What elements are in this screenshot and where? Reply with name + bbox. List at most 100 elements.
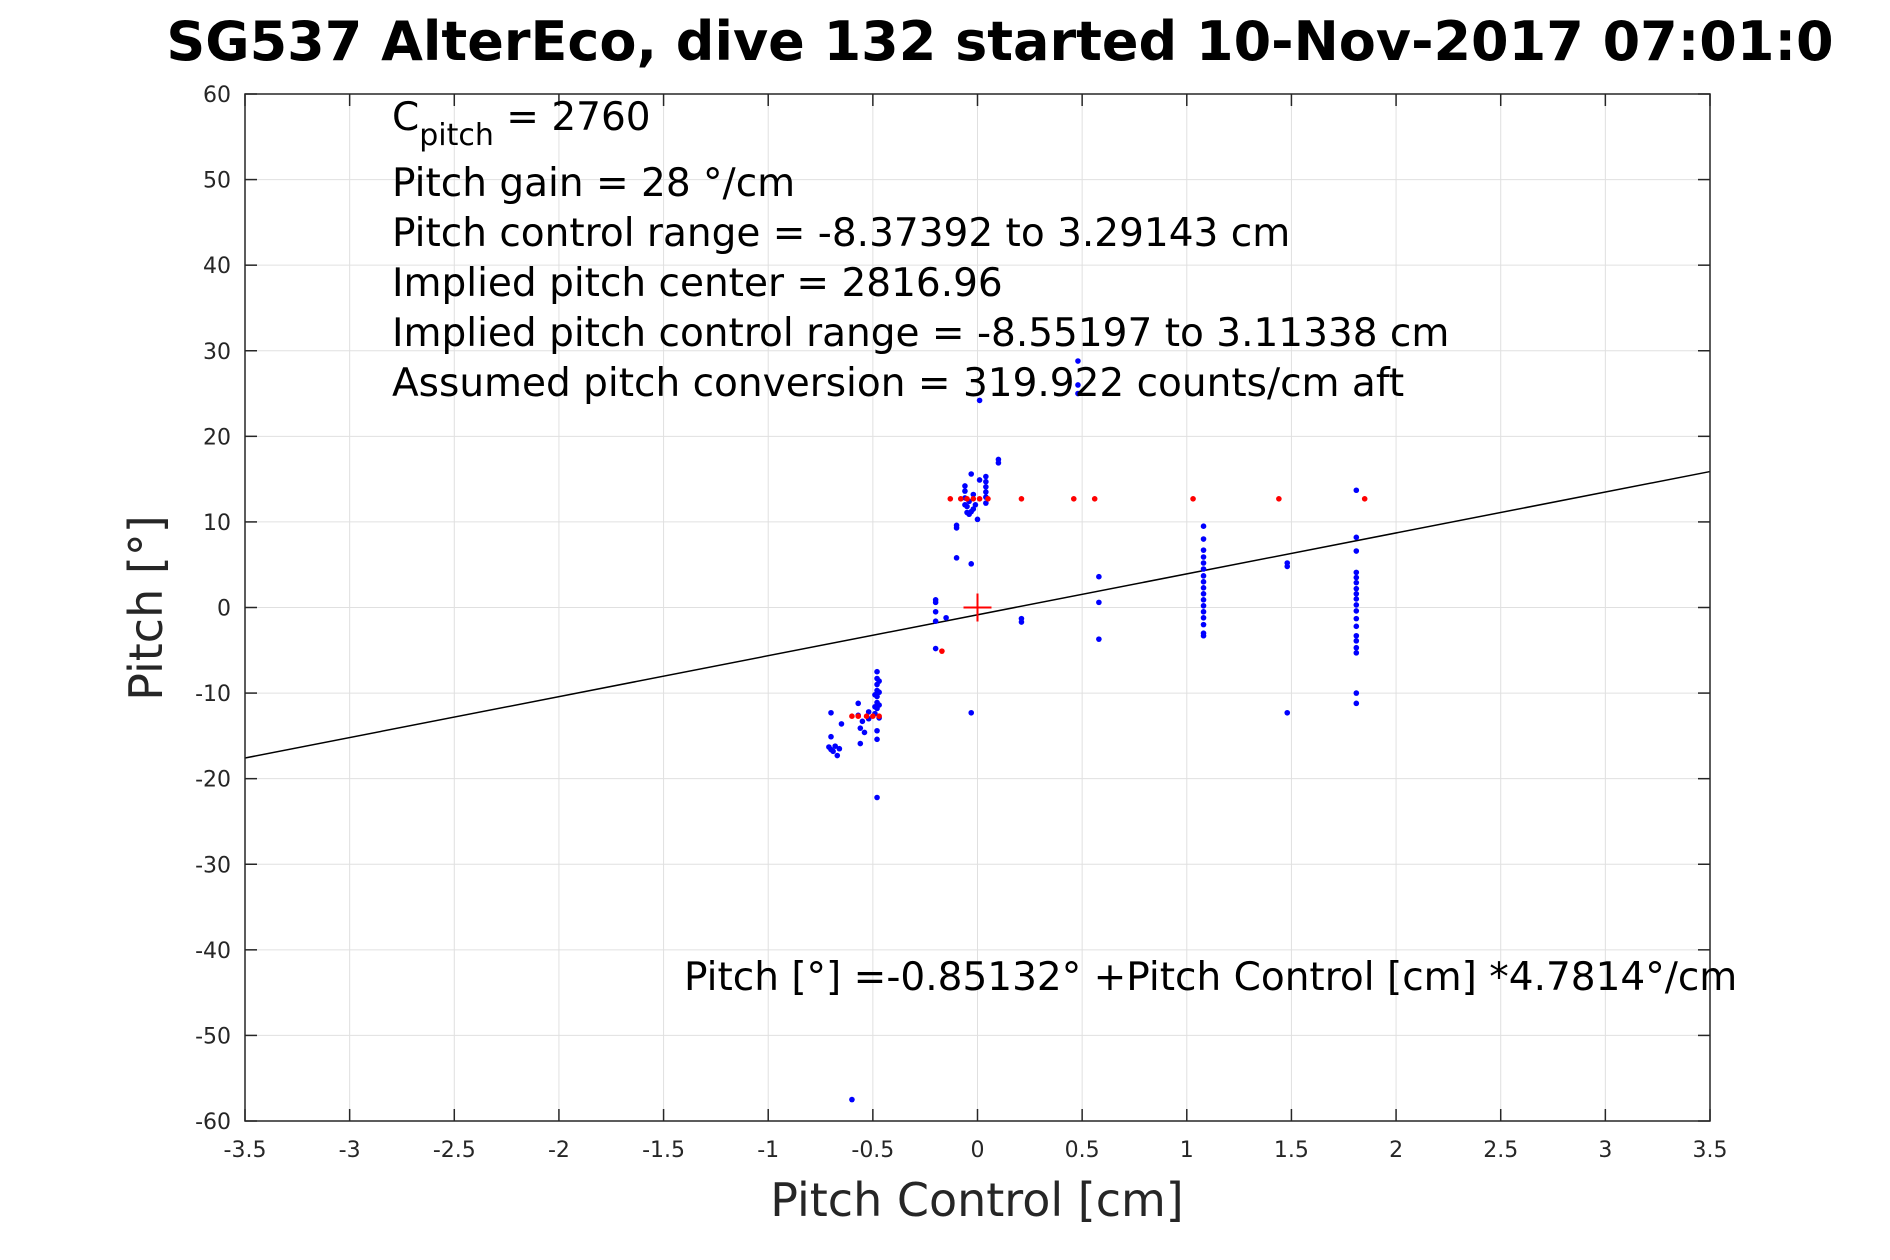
data-points xyxy=(826,358,1368,1103)
blue-data-point xyxy=(976,397,983,404)
x-tick-label: 2 xyxy=(1389,1138,1403,1163)
blue-data-point xyxy=(968,709,975,716)
red-data-point xyxy=(1018,496,1025,502)
c-pitch-subscript: pitch xyxy=(419,118,494,153)
blue-data-point xyxy=(1200,608,1207,615)
blue-data-point xyxy=(1284,563,1291,570)
blue-data-point xyxy=(1353,638,1360,644)
x-tick-label: 0.5 xyxy=(1065,1138,1100,1163)
blue-data-point xyxy=(953,522,960,529)
annotation-pitch-gain: Pitch gain = 28 °/cm xyxy=(392,161,795,206)
y-tick-label: 40 xyxy=(203,254,231,279)
blue-data-point xyxy=(857,725,864,731)
blue-data-point xyxy=(1200,596,1207,603)
blue-data-point xyxy=(874,727,880,734)
blue-data-point xyxy=(968,561,975,567)
blue-data-point xyxy=(976,477,983,483)
annotation-implied-pitch-control-range: Implied pitch control range = -8.55197 t… xyxy=(392,311,1449,356)
blue-data-point xyxy=(874,693,880,700)
red-data-point xyxy=(970,496,977,502)
y-axis-label: Pitch [°] xyxy=(119,515,173,701)
red-data-point xyxy=(964,496,970,502)
x-tick-labels: -3.5 -3 -2.5 -2 -1.5 -1 -0.5 0 0.5 1 1.5 2 2.5 3 3.5 xyxy=(224,1138,1728,1163)
blue-data-point xyxy=(1353,569,1360,576)
x-tick-label: 3 xyxy=(1598,1138,1612,1163)
x-tick-label: 1.5 xyxy=(1274,1138,1309,1163)
blue-data-point xyxy=(1096,636,1102,642)
blue-data-point xyxy=(1353,623,1360,630)
blue-data-point xyxy=(953,555,960,561)
red-data-point xyxy=(957,496,964,502)
x-tick-label: -2.5 xyxy=(433,1138,476,1163)
blue-data-point xyxy=(1200,621,1207,628)
red-data-point xyxy=(1091,496,1098,502)
blue-data-point xyxy=(857,740,864,747)
y-tick-label: 20 xyxy=(203,425,231,450)
blue-data-point xyxy=(838,721,845,727)
annotation-fit-equation: Pitch [°] =-0.85132° +Pitch Control [cm]… xyxy=(684,955,1737,1000)
y-tick-label: -60 xyxy=(195,1110,231,1135)
blue-data-point xyxy=(1200,523,1207,529)
blue-data-point xyxy=(932,608,939,615)
blue-data-point xyxy=(832,743,838,749)
chart-title: SG537 AlterEco, dive 132 started 10-Nov-… xyxy=(166,10,1833,73)
blue-data-point xyxy=(861,729,868,736)
blue-data-point xyxy=(828,733,834,740)
blue-data-point xyxy=(1353,591,1360,597)
y-tick-label: -30 xyxy=(195,853,231,878)
blue-data-point xyxy=(1353,650,1360,656)
blue-data-point xyxy=(962,488,968,494)
x-tick-label: -3 xyxy=(339,1138,361,1163)
blue-data-point xyxy=(1353,602,1360,608)
x-axis-label: Pitch Control [cm] xyxy=(770,1173,1184,1227)
annotation-pitch-control-range: Pitch control range = -8.37392 to 3.2914… xyxy=(392,211,1290,256)
blue-data-point xyxy=(1200,547,1207,553)
y-tick-label: -50 xyxy=(195,1024,231,1049)
blue-data-point xyxy=(968,471,975,477)
blue-data-point xyxy=(964,503,970,510)
annotation-c-pitch: Cpitch = 2760 xyxy=(392,95,651,153)
blue-data-point xyxy=(1075,382,1081,388)
red-data-point xyxy=(849,713,855,719)
blue-data-point xyxy=(876,702,882,708)
blue-data-point xyxy=(876,678,882,684)
blue-data-point xyxy=(1353,574,1360,581)
blue-data-point xyxy=(1200,536,1207,542)
annotation-implied-pitch-center: Implied pitch center = 2816.96 xyxy=(392,261,1003,306)
blue-data-point xyxy=(1200,554,1207,560)
red-data-point xyxy=(1070,496,1077,502)
x-tick-label: 1 xyxy=(1180,1138,1194,1163)
x-tick-label: -1 xyxy=(757,1138,779,1163)
red-data-point xyxy=(947,496,954,502)
blue-data-point xyxy=(1200,579,1207,585)
blue-data-point xyxy=(874,736,880,743)
blue-data-point xyxy=(970,491,977,498)
blue-data-point xyxy=(932,645,939,652)
blue-data-point xyxy=(1353,700,1360,707)
blue-data-point xyxy=(1353,615,1360,622)
red-data-point xyxy=(863,713,870,719)
blue-data-point xyxy=(932,599,939,606)
annotation-assumed-pitch-conversion: Assumed pitch conversion = 319.922 count… xyxy=(392,361,1404,406)
x-tick-label: -3.5 xyxy=(224,1138,267,1163)
blue-data-point xyxy=(828,709,834,716)
blue-data-point xyxy=(932,618,939,624)
y-tick-label: -40 xyxy=(195,939,231,964)
blue-data-point xyxy=(1200,614,1207,621)
blue-data-point xyxy=(983,500,989,506)
x-tick-label: -2 xyxy=(548,1138,570,1163)
blue-data-point xyxy=(1353,534,1360,541)
blue-data-point xyxy=(1075,358,1081,364)
blue-data-point xyxy=(983,484,989,490)
x-tick-label: -1.5 xyxy=(642,1138,685,1163)
blue-data-point xyxy=(830,748,836,755)
y-tick-label: -20 xyxy=(195,768,231,793)
blue-data-point xyxy=(1353,548,1360,554)
red-data-point xyxy=(985,496,991,502)
blue-data-point xyxy=(1200,632,1207,639)
red-data-point xyxy=(1361,496,1368,502)
blue-data-point xyxy=(834,752,841,759)
red-data-point xyxy=(976,496,983,502)
y-tick-labels: -60 -50 -40 -30 -20 -10 0 10 20 30 40 50 60 xyxy=(195,83,231,1135)
